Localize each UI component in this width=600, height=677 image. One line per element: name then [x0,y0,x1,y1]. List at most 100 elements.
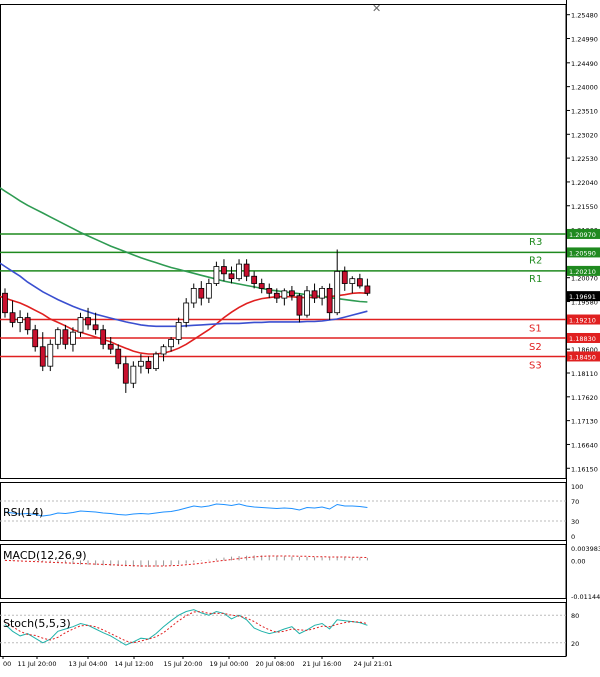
candle-bear [198,287,205,299]
candle-bear [39,346,46,367]
level-price-label: 1.20210 [569,268,596,276]
candle-bear [266,287,273,294]
level-price-box [567,265,600,276]
candle-bull [160,346,167,355]
candle-bear [228,273,235,280]
price-tick-label: 1.22530 [571,155,598,163]
macd-tick-label: 0.00 [571,557,585,565]
level-price-label: 1.20970 [569,231,596,239]
candle-bull [183,302,190,323]
candle-bull [77,317,84,333]
level-price-label: 1.18450 [569,353,596,361]
candle-bear [251,275,258,284]
macd-signal-line [4,555,368,567]
candle-bear [85,317,91,326]
window-marker-icon: ✕ [372,2,381,15]
time-tick-label: 19 Jul 00:00 [210,660,249,668]
price-tick-label: 1.22040 [571,179,598,187]
macd-tick-label: 0.003983 [571,545,600,553]
level-price-box [567,228,600,239]
price-tick-label: 1.25480 [571,12,598,20]
rsi-label: RSI(14) [3,506,43,519]
candle-bull [213,266,220,284]
time-tick-label: 24 Jul 21:01 [354,660,393,668]
candle-bear [9,312,16,323]
stoch-label: Stoch(5,5,3) [3,617,71,630]
moving-average-line [0,187,368,303]
current-price-box [567,291,600,302]
candle-bull [175,322,182,340]
candle-bear [364,285,371,294]
level-price-box [567,332,600,343]
candle-bull [281,290,288,299]
candle-bull [168,339,175,348]
candle-bear [311,290,318,299]
macd-label: MACD(12,26,9) [3,549,87,562]
moving-average-line [0,291,368,355]
candle-bull [349,278,356,284]
price-tick-label: 1.21550 [571,203,598,211]
candle-bear [62,329,69,345]
level-price-box [567,247,600,258]
candle-bear [100,329,107,345]
candle-bull [236,263,242,280]
candle-bull [54,329,61,345]
rsi-tick-label: 70 [571,498,579,506]
candle-bear [107,343,114,350]
candle-bear [296,295,303,316]
price-tick-label: 1.18110 [571,370,598,378]
candle-bear [145,360,152,370]
candle-bull [304,290,310,316]
time-tick-label: 20 Jul 08:00 [256,660,295,668]
candle-bull [190,287,197,304]
candle-bear [115,348,122,365]
level-name-r1: R1 [529,274,542,285]
level-price-label: 1.20590 [569,249,596,257]
rsi-tick-label: 30 [571,518,579,526]
candle-bear [288,290,295,297]
panel-frame [0,4,567,479]
level-name-s2: S2 [529,342,542,353]
price-tick-label: 1.23020 [571,131,598,139]
current-price-label: 1.19691 [569,293,596,301]
time-tick-label: 15 Jul 20:00 [164,660,203,668]
candle-bull [130,365,137,384]
rsi-line [4,503,368,517]
price-tick-label: 1.20070 [571,275,598,283]
candle-bull [334,270,341,314]
price-tick-label: 1.24490 [571,60,598,68]
level-name-r3: R3 [529,237,542,248]
price-tick-label: 1.23510 [571,107,598,115]
level-price-box [567,351,600,362]
candle-bear [341,270,348,284]
price-tick-label: 1.17620 [571,394,598,402]
candle-bull [137,360,144,367]
price-tick-label: 1.17130 [571,418,598,426]
candle-bear [273,292,280,299]
stoch-tick-label: 20 [571,640,579,648]
candle-bear [122,363,129,384]
price-tick-label: 1.24000 [571,84,598,92]
candle-bear [356,278,363,287]
price-tick-label: 1.19580 [571,299,598,307]
price-tick-label: 1.24990 [571,36,598,44]
level-name-s1: S1 [529,324,542,335]
candle-bull [47,343,54,367]
candle-bull [153,353,159,370]
candle-bear [92,324,99,331]
candle-bear [2,292,8,314]
candle-bull [319,287,326,299]
rsi-tick-label: 0 [571,533,575,541]
time-tick-label: 21 Jul 16:00 [303,660,342,668]
stoch-tick-label: 80 [571,612,579,620]
time-tick-label: 13 Jul 04:00 [69,660,108,668]
level-name-s3: S3 [529,360,542,371]
level-price-label: 1.18830 [569,335,596,343]
candle-bear [221,266,227,275]
time-tick-label: 14 Jul 12:00 [115,660,154,668]
candle-bull [17,317,24,323]
candle-bull [70,331,76,345]
price-tick-label: 1.16640 [571,441,598,449]
